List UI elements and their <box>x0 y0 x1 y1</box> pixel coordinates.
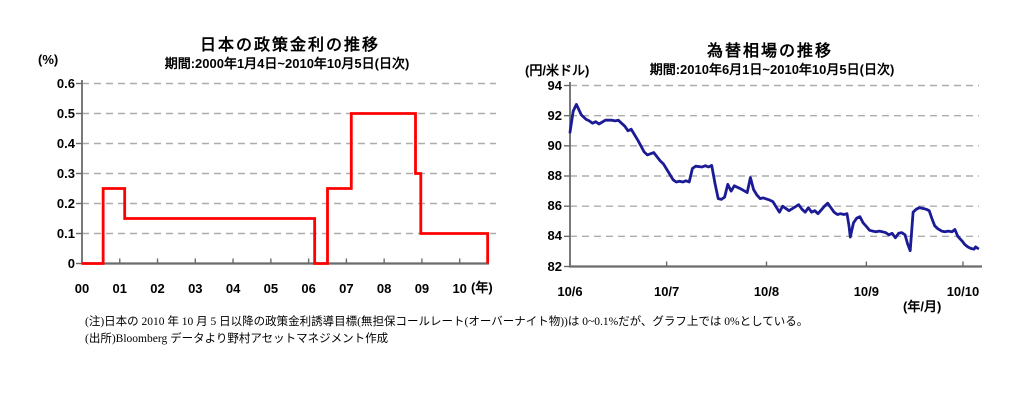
fx-x-axis-unit: (年/月) <box>903 299 942 314</box>
policy-rate-x-tick-label: 00 <box>74 281 90 296</box>
policy-rate-y-tick-label: 0.5 <box>56 105 75 121</box>
policy-rate-y-axis-unit: (%) <box>38 52 59 67</box>
policy-rate-x-tick-label: 01 <box>112 281 127 296</box>
policy-rate-x-tick-label: 09 <box>414 281 430 296</box>
fx-series-line <box>568 103 980 253</box>
policy-rate-x-tick-label: 10 <box>452 281 467 296</box>
policy-rate-y-tick-label: 0.2 <box>56 195 75 211</box>
policy-rate-y-tick-label: 0.6 <box>56 75 75 91</box>
fx-y-tick-label: 82 <box>547 258 562 274</box>
policy-rate-chart-subtitle: 期間:2000年1月4日~2010年10月5日(日次) <box>164 56 410 71</box>
policy-rate-x-tick-label: 03 <box>188 281 203 296</box>
fx-x-tick-label: 10/8 <box>753 284 780 299</box>
fx-y-tick-label: 92 <box>547 107 562 123</box>
policy-rate-x-tick-label: 06 <box>301 281 316 296</box>
policy-rate-x-tick-label: 04 <box>225 281 241 296</box>
fx-y-tick-label: 94 <box>547 77 562 93</box>
fx-x-tick-label: 10/6 <box>557 284 583 299</box>
footnote-line: (注)日本の 2010 年 10 月 5 日以降の政策金利誘導目標(無担保コール… <box>85 316 809 328</box>
policy-rate-x-tick-label: 07 <box>339 281 354 296</box>
policy-rate-x-axis-unit: (年) <box>471 280 493 295</box>
policy-rate-x-tick-label: 02 <box>150 281 165 296</box>
fx-y-tick-label: 86 <box>547 198 562 214</box>
policy-rate-x-tick-label: 08 <box>376 281 392 296</box>
policy-rate-y-tick-label: 0.4 <box>56 135 75 151</box>
fx-y-tick-label: 84 <box>547 228 562 244</box>
policy-rate-x-tick-label: 05 <box>263 281 279 296</box>
fx-x-tick-label: 10/7 <box>653 284 680 299</box>
source-line: (出所)Bloomberg データより野村アセットマネジメント作成 <box>85 333 389 345</box>
fx-x-tick-label: 10/10 <box>946 284 980 299</box>
fx-y-tick-label: 90 <box>547 137 562 153</box>
fx-y-tick-label: 88 <box>547 168 562 183</box>
fx-y-axis-unit: (円/米ドル) <box>525 63 590 78</box>
fx-chart-title: 為替相場の推移 <box>706 43 833 60</box>
policy-rate-y-tick-label: 0.1 <box>56 225 75 241</box>
fx-x-tick-label: 10/9 <box>853 284 880 299</box>
policy-rate-y-tick-label: 0.3 <box>56 165 75 181</box>
policy-rate-y-tick-label: 0 <box>67 255 75 271</box>
policy-rate-chart-title: 日本の政策金利の推移 <box>199 37 380 54</box>
policy-rate-series-line <box>82 112 490 265</box>
fx-chart-subtitle: 期間:2010年6月1日~2010年10月5日(日次) <box>649 62 895 77</box>
